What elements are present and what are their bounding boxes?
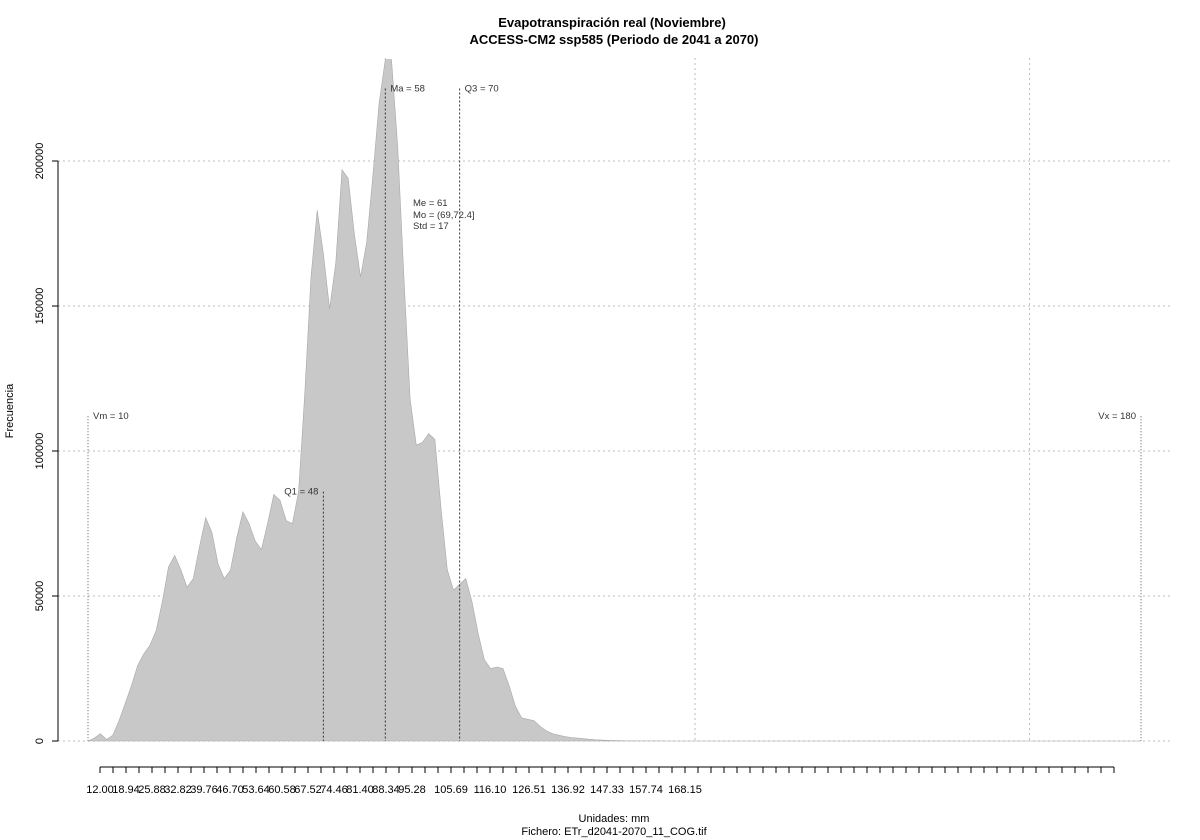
file-name-caption: Fichero: ETr_d2041-2070_11_COG.tif bbox=[521, 826, 707, 838]
y-tick-label-2: 100000 bbox=[34, 433, 46, 470]
chart-subtitle: ACCESS-CM2 ssp585 (Periodo de 2041 a 207… bbox=[469, 32, 758, 47]
statistic-lines bbox=[87, 88, 1142, 741]
x-tick-label-13: 105.69 bbox=[434, 784, 468, 796]
x-tick-label-17: 147.33 bbox=[590, 784, 624, 796]
x-tick-label-9: 74.46 bbox=[320, 784, 348, 796]
x-tick-label-8: 67.52 bbox=[294, 784, 322, 796]
x-axis: 12.0018.9425.8832.8239.7646.7053.6460.58… bbox=[86, 766, 1115, 796]
x-tick-label-3: 32.82 bbox=[164, 784, 192, 796]
stat-label-2: Ma = 58 bbox=[390, 84, 425, 95]
x-tick-label-4: 39.76 bbox=[190, 784, 218, 796]
x-axis-label: Unidades: mm bbox=[579, 813, 650, 825]
x-tick-label-0: 12.00 bbox=[86, 784, 114, 796]
x-tick-label-18: 157.74 bbox=[629, 784, 663, 796]
y-tick-label-3: 150000 bbox=[34, 288, 46, 325]
x-tick-label-19: 168.15 bbox=[668, 784, 702, 796]
chart-title: Evapotranspiración real (Noviembre) bbox=[498, 15, 726, 30]
y-tick-label-1: 50000 bbox=[34, 581, 46, 612]
y-axis: 0 50000 100000 150000 200000 bbox=[34, 143, 59, 744]
x-tick-label-10: 81.40 bbox=[346, 784, 374, 796]
stat-label-0: Vm = 10 bbox=[93, 411, 129, 422]
x-tick-label-7: 60.58 bbox=[268, 784, 296, 796]
stat-label-1: Q1 = 48 bbox=[284, 487, 318, 498]
x-tick-label-5: 46.70 bbox=[216, 784, 244, 796]
x-tick-label-1: 18.94 bbox=[112, 784, 140, 796]
stat-label-4: Vx = 180 bbox=[1098, 411, 1136, 422]
x-tick-label-16: 136.92 bbox=[551, 784, 585, 796]
x-tick-label-15: 126.51 bbox=[512, 784, 546, 796]
y-tick-label-0: 0 bbox=[34, 738, 46, 744]
x-tick-label-11: 88.34 bbox=[372, 784, 400, 796]
stat-mode: Mo = (69,72.4] bbox=[413, 210, 475, 221]
stat-label-3: Q3 = 70 bbox=[465, 84, 499, 95]
frequency-area bbox=[87, 59, 1141, 742]
y-axis-label: Frecuencia bbox=[4, 383, 16, 438]
x-tick-label-2: 25.88 bbox=[138, 784, 166, 796]
y-tick-label-4: 200000 bbox=[34, 143, 46, 180]
stat-median: Me = 61 bbox=[413, 198, 448, 209]
x-tick-label-12: 95.28 bbox=[398, 784, 426, 796]
x-tick-label-6: 53.64 bbox=[242, 784, 270, 796]
stat-std: Std = 17 bbox=[413, 221, 449, 232]
frequency-area-path bbox=[87, 59, 1141, 742]
x-tick-label-14: 116.10 bbox=[474, 784, 507, 796]
statistic-annotations: Vm = 10 Q1 = 48 Ma = 58 Q3 = 70 Vx = 180 bbox=[93, 84, 1136, 498]
